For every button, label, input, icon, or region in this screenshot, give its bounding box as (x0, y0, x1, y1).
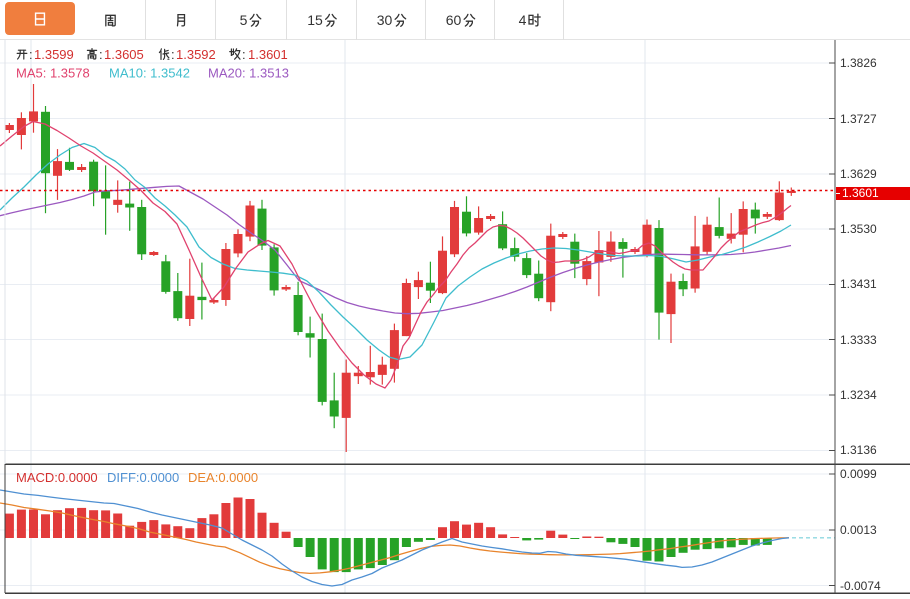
svg-text:MACD:0.0000: MACD:0.0000 (16, 470, 98, 485)
svg-text:5: 5 (240, 12, 248, 28)
svg-text:60: 60 (446, 12, 462, 28)
svg-text:MA20: 1.3513: MA20: 1.3513 (208, 66, 289, 81)
svg-text:DEA:0.0000: DEA:0.0000 (188, 470, 258, 485)
svg-text:4: 4 (519, 12, 527, 28)
svg-text::: : (242, 47, 246, 62)
svg-text:1.3592: 1.3592 (176, 47, 216, 62)
svg-text:15: 15 (307, 12, 323, 28)
svg-text::: : (171, 47, 175, 62)
svg-text:1.3599: 1.3599 (34, 47, 74, 62)
svg-text::: : (29, 47, 33, 62)
svg-text:MA5: 1.3578: MA5: 1.3578 (16, 66, 90, 81)
svg-text:MA10: 1.3542: MA10: 1.3542 (109, 66, 190, 81)
svg-text:1.3601: 1.3601 (248, 47, 288, 62)
svg-text:1.3605: 1.3605 (104, 47, 144, 62)
svg-text:DIFF:0.0000: DIFF:0.0000 (107, 470, 179, 485)
svg-text:30: 30 (377, 12, 393, 28)
svg-text::: : (99, 47, 103, 62)
